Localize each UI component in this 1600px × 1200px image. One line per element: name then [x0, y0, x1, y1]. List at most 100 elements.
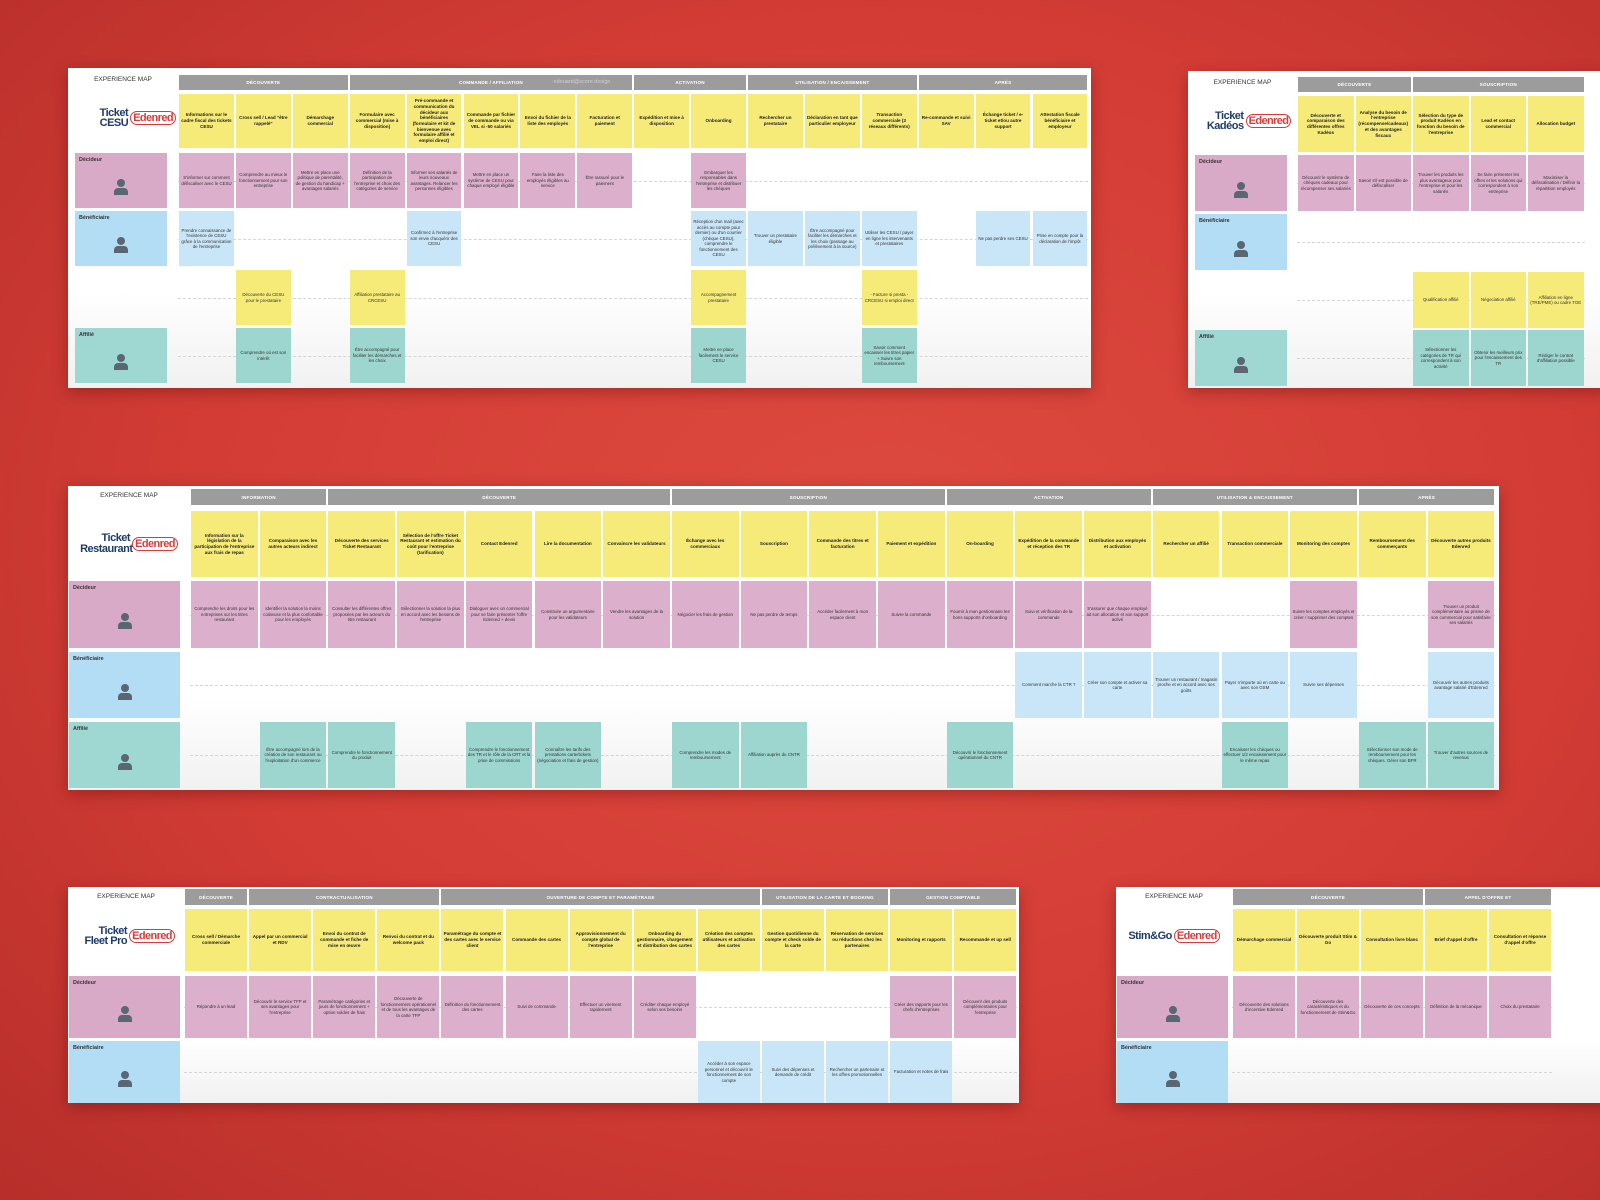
step-card: Échange avec les commerciaux: [671, 511, 739, 577]
role-icon-head: [120, 683, 129, 692]
step-card: Gestion quotidienne du compte et check s…: [761, 909, 824, 971]
phase-header: UTILISATION DE LA CARTE ET BOOKING: [761, 889, 889, 905]
journey-card: Ne pas perdre de temps: [740, 581, 808, 648]
step-card: Formulaire avec commercial (mise à dispo…: [349, 94, 405, 148]
role-icon-body: [117, 692, 132, 700]
lane-label: Décideur: [79, 157, 103, 163]
step-card: Sélection de l'offre Ticket Restaurant e…: [397, 511, 464, 577]
phase-header: INFORMATION: [191, 489, 327, 505]
journey-card: Réception d'un mail (avec accès au compt…: [691, 211, 746, 266]
step-card: Consultation et réponse d'appel d'offre: [1489, 909, 1551, 971]
phase-header: UTILISATION & ENCAISSEMENT: [1152, 489, 1357, 505]
step-card: Recommande et up sell: [954, 909, 1017, 971]
journey-card: Accéder facilement à mon espace client: [809, 581, 876, 648]
phase-header: GESTION COMPTABLE: [890, 889, 1017, 905]
journey-card: Découverte des caractéristiques et du fo…: [1297, 976, 1359, 1038]
role-icon-head: [120, 613, 129, 622]
step-card: Consultation livre blanc: [1361, 909, 1423, 971]
journey-card: Rédiger le contrat d'affiliation possibl…: [1528, 330, 1584, 386]
role-icon-body: [1165, 1079, 1180, 1087]
lane-divider: [178, 180, 1089, 182]
lane-divider: [178, 297, 1089, 299]
logo-company: Edenred: [129, 929, 175, 943]
journey-card: Comprendre les modes de remboursement: [671, 722, 739, 788]
step-card: Commande des titres et facturation: [809, 511, 876, 577]
step-card: Onboarding: [691, 94, 746, 148]
brand-logo: Ticket Restaurant Edenred: [70, 516, 188, 571]
phase-header: SOUSCRIPTION: [1413, 77, 1584, 92]
phase-header: OUVERTURE DE COMPTE ET PARAMÉTRAGE: [441, 889, 760, 905]
journey-card: Sélectionner la solution la plus en acco…: [397, 581, 464, 648]
phase-header: ACTIVATION: [634, 75, 746, 90]
journey-card: Comment marche la CTR ?: [1015, 652, 1083, 718]
journey-card: Savoir s'il est possible de défiscaliser: [1355, 155, 1411, 211]
step-card: Cross sell / Démarche commerciale: [185, 909, 248, 971]
journey-card: Comprendre où est son intérêt: [235, 328, 291, 383]
journey-card: Affiliation auprès du CNTR: [740, 722, 808, 788]
role-icon-head: [120, 1005, 129, 1014]
journey-card: Confirmez à l'entreprise son envie d'acq…: [406, 211, 462, 266]
step-card: Transaction commerciale: [1221, 511, 1289, 577]
phase-header: ACTIVATION: [946, 489, 1151, 505]
step-card: Envoi du fichier de la liste des employé…: [520, 94, 576, 148]
step-card: Monitoring et rapports: [890, 909, 953, 971]
step-card: Facturation et paiement: [577, 94, 633, 148]
logo-brand: Ticket Kadéos: [1206, 109, 1244, 132]
journey-card: Être accompagné pour faciliter les démar…: [804, 211, 860, 266]
phase-header: APPEL D'OFFRE ET: [1425, 889, 1551, 905]
journey-card: Découverte de ces concepts: [1361, 976, 1423, 1038]
role-icon-body: [1234, 365, 1248, 373]
role-icon-body: [1165, 1014, 1180, 1022]
phase-header: CONTRACTUALISATION: [249, 889, 440, 905]
board-heading: EXPERIENCE MAP: [1145, 893, 1203, 900]
step-card: Démarchage commercial: [1233, 909, 1295, 971]
step-card: Expédition de la commande et réception d…: [1015, 511, 1083, 577]
lane-label-box: Bénéficiaire: [75, 211, 167, 266]
journey-card: Négociation affilié: [1470, 272, 1526, 328]
journey-card: Suivi de commande: [505, 976, 568, 1038]
journey-card: Trouver les produits les plus avantageux…: [1413, 155, 1469, 211]
journey-card: Accompagnement prestataire: [691, 270, 746, 325]
role-icon-head: [117, 237, 125, 246]
journey-card: Découvrir des produits complémentaires p…: [954, 976, 1017, 1038]
journey-card: Obtenir les meilleurs prix pour l'encais…: [1470, 330, 1526, 386]
phase-header: APRÈS: [1358, 489, 1495, 505]
journey-card: Mettre en place facilement le service CE…: [691, 328, 746, 383]
role-icon-head: [1168, 1070, 1177, 1079]
lane-divider: [1232, 1072, 1552, 1073]
journey-card: Découvrir les autres produits avantage s…: [1427, 652, 1495, 718]
lane-label: Bénéficiaire: [73, 1045, 104, 1051]
step-card: Transaction commerciale (3 réseaux diffé…: [861, 94, 917, 148]
journey-card: Comprendre le fonctionnement des TR et l…: [465, 722, 533, 788]
journey-card: Facturation et notes de frais: [890, 1041, 953, 1103]
logo-brand: Ticket CESU: [99, 106, 129, 129]
lane-label-box: Décideur: [69, 976, 180, 1038]
role-icon-head: [1237, 240, 1245, 249]
phase-header: COMMANDE / AFFILIATION: [349, 75, 633, 90]
phase-header: APRÈS: [918, 75, 1088, 90]
step-card: Commande des cartes: [505, 909, 568, 971]
logo-company: Edenred: [1245, 114, 1292, 128]
journey-card: Utiliser les CESU / payer en ligne les i…: [861, 211, 917, 266]
lane-label: Affilié: [79, 332, 94, 338]
journey-card: Sélectionner les catégories de TR qui co…: [1413, 330, 1469, 386]
step-card: Expédition et mise à disposition: [634, 94, 690, 148]
phase-header: DÉCOUVERTE: [328, 489, 670, 505]
step-card: Découverte autres produits Edenred: [1427, 511, 1495, 577]
journey-card: Découverte des solutions d'incentive Ede…: [1233, 976, 1295, 1038]
journey-card: Répondre à un lead: [185, 976, 248, 1038]
step-card: Onboarding du gestionnaire, chargement e…: [633, 909, 696, 971]
logo-brand: Ticket Fleet Pro: [84, 924, 128, 947]
lane-label: Bénéficiaire: [73, 656, 104, 662]
step-card: Brief d'appel d'offre: [1425, 909, 1487, 971]
step-card: Lead et contact commercial: [1470, 96, 1526, 152]
journey-card: Découvrir le service TFP et ses avantage…: [249, 976, 312, 1038]
journey-card: Découvrir le système de chèques cadeaux …: [1298, 155, 1354, 211]
lane-divider: [178, 238, 1089, 240]
step-card: Paiement et expédition: [878, 511, 945, 577]
step-card: Allocation budget: [1528, 96, 1584, 152]
step-card: Distribution aux employés et activation: [1084, 511, 1151, 577]
lane-label: Affilié: [1199, 334, 1214, 340]
step-card: Renvoi du contrat et du welcome pack: [377, 909, 440, 971]
lane-divider: [178, 355, 1089, 357]
